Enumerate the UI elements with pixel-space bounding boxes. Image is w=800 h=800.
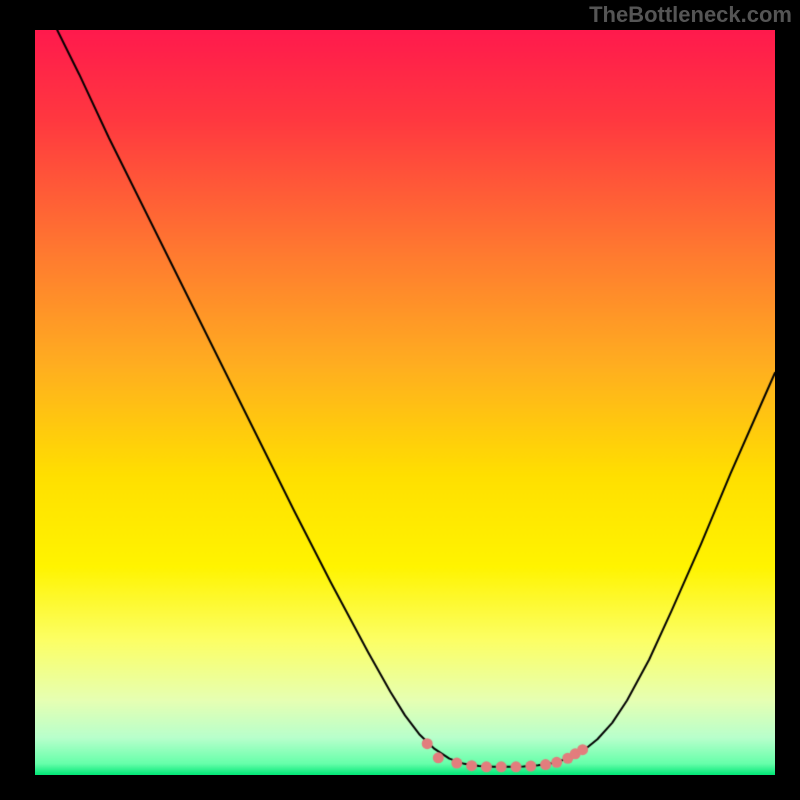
watermark-text: TheBottleneck.com xyxy=(589,2,792,28)
curve-layer xyxy=(35,30,775,775)
chart-container: TheBottleneck.com xyxy=(0,0,800,800)
plot-area xyxy=(35,30,775,775)
